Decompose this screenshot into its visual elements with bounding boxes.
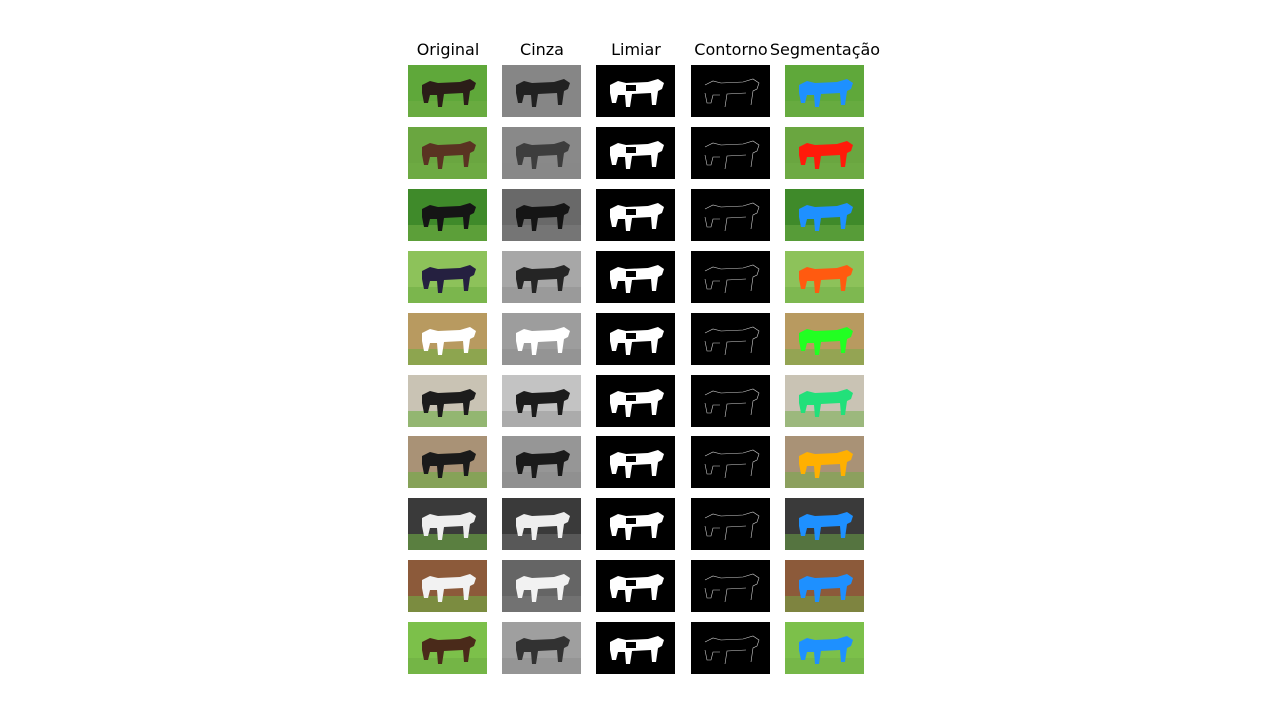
segmentation-image — [785, 498, 864, 550]
contour-image — [691, 313, 770, 365]
column-header: Cinza — [520, 40, 564, 59]
contour-image — [691, 375, 770, 427]
segmentation-image — [785, 622, 864, 674]
grayscale-image — [502, 622, 581, 674]
original-image — [408, 560, 487, 612]
segmentation-image — [785, 375, 864, 427]
original-image — [408, 251, 487, 303]
segmentation-image — [785, 560, 864, 612]
segmentation-image — [785, 127, 864, 179]
column-header: Limiar — [611, 40, 661, 59]
segmentation-image — [785, 189, 864, 241]
grayscale-image — [502, 251, 581, 303]
threshold-image — [596, 251, 675, 303]
grayscale-image — [502, 498, 581, 550]
threshold-image — [596, 622, 675, 674]
contour-image — [691, 560, 770, 612]
contour-image — [691, 65, 770, 117]
original-image — [408, 65, 487, 117]
original-image — [408, 375, 487, 427]
original-image — [408, 313, 487, 365]
threshold-image — [596, 127, 675, 179]
segmentation-image — [785, 313, 864, 365]
grayscale-image — [502, 313, 581, 365]
threshold-image — [596, 189, 675, 241]
grayscale-image — [502, 65, 581, 117]
contour-image — [691, 189, 770, 241]
grayscale-image — [502, 560, 581, 612]
segmentation-image — [785, 251, 864, 303]
threshold-image — [596, 375, 675, 427]
grayscale-image — [502, 127, 581, 179]
threshold-image — [596, 560, 675, 612]
contour-image — [691, 622, 770, 674]
original-image — [408, 189, 487, 241]
column-header: Contorno — [694, 40, 768, 59]
original-image — [408, 127, 487, 179]
grayscale-image — [502, 375, 581, 427]
segmentation-image — [785, 65, 864, 117]
contour-image — [691, 251, 770, 303]
threshold-image — [596, 436, 675, 488]
column-header: Original — [416, 40, 480, 59]
original-image — [408, 498, 487, 550]
threshold-image — [596, 498, 675, 550]
contour-image — [691, 436, 770, 488]
column-header: Segmentação — [769, 40, 881, 59]
threshold-image — [596, 65, 675, 117]
original-image — [408, 622, 487, 674]
contour-image — [691, 498, 770, 550]
grayscale-image — [502, 189, 581, 241]
threshold-image — [596, 313, 675, 365]
original-image — [408, 436, 487, 488]
grayscale-image — [502, 436, 581, 488]
contour-image — [691, 127, 770, 179]
segmentation-image — [785, 436, 864, 488]
